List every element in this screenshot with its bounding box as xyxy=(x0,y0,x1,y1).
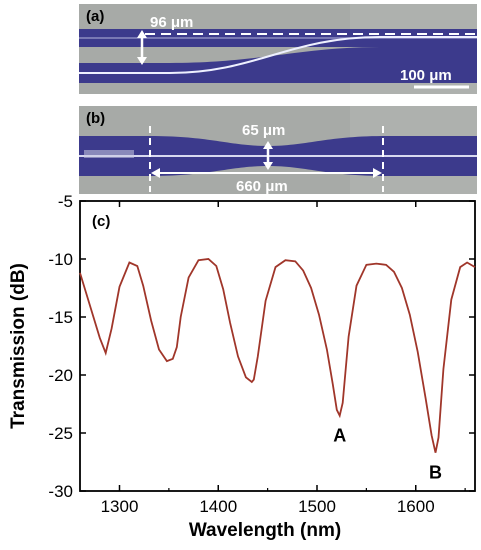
panel-a-separation-label: 96 μm xyxy=(150,14,193,31)
dip-annotations: AB xyxy=(333,426,442,483)
y-tick-label: -20 xyxy=(48,366,73,385)
panel-a-lower-waveguide xyxy=(79,47,477,83)
panel-b-micrograph: (b) 65 μm 660 μm xyxy=(79,106,477,195)
transmission-trace xyxy=(79,258,476,453)
y-tick-label: -5 xyxy=(58,192,73,211)
y-tick-label: -25 xyxy=(48,424,73,443)
panel-b-gap-arrow-up xyxy=(263,141,273,149)
x-tick-label: 1300 xyxy=(101,497,139,516)
y-axis-title: Transmission (dB) xyxy=(8,263,29,429)
panel-a-micrograph: (a) 96 μm 100 μm xyxy=(79,4,477,94)
panel-b-length-label: 660 μm xyxy=(236,178,288,195)
y-axis: -5 -10 -15 -20 -25 -30 xyxy=(48,192,475,501)
panel-a-arrow-head-up xyxy=(137,30,147,38)
x-tick-label: 1500 xyxy=(298,497,336,516)
panel-b-label: (b) xyxy=(86,110,105,127)
x-axis: 1300 1400 1500 1600 xyxy=(101,201,466,516)
y-tick-label: -10 xyxy=(48,250,73,269)
plot-frame xyxy=(79,200,476,492)
panel-a-arrow-head-down xyxy=(137,57,147,65)
dip-label-b: B xyxy=(429,463,442,483)
x-tick-label: 1400 xyxy=(199,497,237,516)
panel-c-label: (c) xyxy=(92,213,110,230)
x-tick-label: 1600 xyxy=(397,497,435,516)
y-tick-label: -15 xyxy=(48,308,73,327)
scale-bar-label: 100 μm xyxy=(400,67,452,84)
transmission-chart: (c) -5 -10 -15 -20 -25 -30 1300 1400 1500 1600 A… xyxy=(8,192,476,541)
panel-b-gap-arrow-down xyxy=(263,162,273,170)
panel-b-length-arrow-right xyxy=(373,168,382,178)
panel-a-label: (a) xyxy=(86,8,104,25)
panel-b-input-spot xyxy=(84,150,134,158)
panel-b-length-arrow-left xyxy=(151,168,160,178)
panel-b-gap-label: 65 μm xyxy=(242,122,285,139)
dip-label-a: A xyxy=(333,426,346,446)
x-axis-title: Wavelength (nm) xyxy=(189,520,341,541)
y-tick-label: -30 xyxy=(48,482,73,501)
